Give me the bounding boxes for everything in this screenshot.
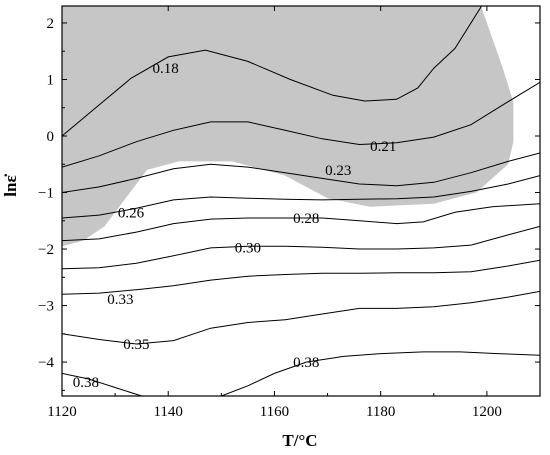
- shaded-region: [62, 6, 514, 247]
- y-axis-label: lnε̇: [1, 173, 20, 196]
- contour-label-6: 0.33: [107, 292, 133, 308]
- contour-labels: 0.18 0.21 0.23 0.26 0.28 0.30 0.33 0.35 0.38 0.38: [73, 61, 397, 391]
- contour-label-4: 0.28: [293, 211, 319, 227]
- plot-area: [62, 6, 514, 247]
- plot-frame: [61, 5, 541, 397]
- y-tick-label-1: −3: [38, 299, 54, 315]
- contour-line-3: [62, 175, 540, 219]
- x-tick-label-4: 1200: [472, 404, 502, 420]
- contour-line-0: [62, 6, 483, 137]
- y-tick-label-5: 1: [47, 72, 55, 88]
- y-tick-label-4: 0: [47, 129, 55, 145]
- y-tick-label-6: 2: [47, 16, 55, 32]
- contour-label-1: 0.21: [370, 139, 396, 155]
- contour-label-8: 0.38: [73, 375, 99, 391]
- contour-label-5: 0.30: [235, 240, 261, 256]
- y-tick-label-2: −2: [38, 242, 54, 258]
- contour-line-2: [62, 152, 540, 193]
- x-tick-label-0: 1120: [47, 404, 76, 420]
- contour-line-6: [62, 259, 540, 295]
- y-tick-label-3: −1: [38, 186, 54, 202]
- contour-line-4: [62, 203, 540, 242]
- contour-label-7: 0.35: [123, 337, 149, 353]
- x-tick-label-3: 1180: [366, 404, 395, 420]
- contour-line-5: [62, 225, 540, 270]
- x-axis-label: T/°C: [282, 431, 317, 450]
- contour-label-2: 0.23: [325, 163, 351, 179]
- contour-label-9: 0.38: [293, 355, 319, 371]
- contour-line-8: [62, 372, 142, 396]
- contour-line-9: [221, 351, 540, 396]
- contour-lines: [62, 6, 540, 396]
- axes: 1120 1140 1160 1180 1200 −4 −3 −2 −1 0 1 2: [38, 5, 541, 420]
- y-tick-label-0: −4: [38, 355, 54, 371]
- x-tick-label-1: 1140: [153, 404, 182, 420]
- contour-line-1: [62, 81, 540, 168]
- x-tick-label-2: 1160: [260, 404, 289, 420]
- contour-label-0: 0.18: [152, 61, 178, 77]
- contour-label-3: 0.26: [118, 205, 145, 221]
- contour-line-7: [62, 290, 540, 345]
